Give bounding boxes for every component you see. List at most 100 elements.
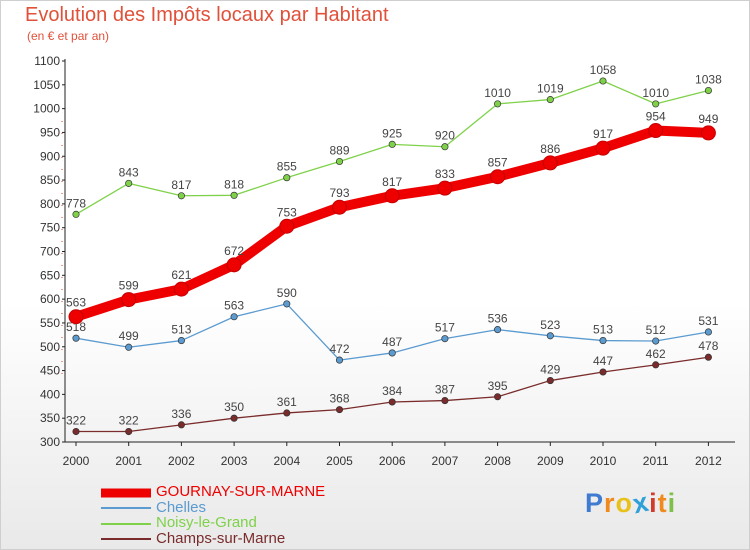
legend-label: Champs-sur-Marne bbox=[156, 529, 286, 547]
data-point bbox=[283, 409, 291, 417]
data-point bbox=[72, 334, 80, 342]
data-label: 1058 bbox=[590, 63, 617, 77]
legend-label: GOURNAY-SUR-MARNE bbox=[156, 483, 326, 500]
data-point bbox=[121, 292, 137, 308]
data-point bbox=[652, 100, 660, 108]
y-tick-label: 700 bbox=[40, 245, 60, 259]
data-point bbox=[700, 125, 716, 141]
y-tick-label: 550 bbox=[40, 316, 60, 330]
data-label: 487 bbox=[382, 335, 402, 349]
data-label: 843 bbox=[119, 165, 139, 179]
y-tick-label: 800 bbox=[40, 197, 60, 211]
data-point bbox=[388, 349, 396, 357]
data-label: 1010 bbox=[642, 86, 669, 100]
logo-letter: t bbox=[657, 488, 668, 518]
data-label: 499 bbox=[119, 329, 139, 343]
chart-title: Evolution des Impôts locaux par Habitant bbox=[25, 4, 389, 26]
chart-subtitle: (en € et par an) bbox=[27, 29, 110, 43]
data-label: 322 bbox=[66, 414, 86, 428]
series-chelles: 518 499 513 563 590 472 487 517 536 523 513 512 531 bbox=[66, 286, 719, 364]
data-label: 531 bbox=[698, 314, 718, 328]
x-tick-label: 2007 bbox=[432, 454, 459, 468]
data-point bbox=[542, 155, 558, 171]
data-label: 778 bbox=[66, 196, 86, 210]
data-point bbox=[441, 143, 449, 151]
y-tick-label: 500 bbox=[40, 340, 60, 354]
data-point bbox=[177, 337, 185, 345]
data-label: 833 bbox=[435, 167, 455, 181]
data-label: 621 bbox=[171, 268, 191, 282]
data-label: 513 bbox=[593, 323, 613, 337]
data-point bbox=[68, 309, 84, 325]
data-label: 350 bbox=[224, 400, 244, 414]
x-tick-label: 2009 bbox=[537, 454, 564, 468]
data-label: 590 bbox=[277, 286, 297, 300]
data-label: 1019 bbox=[537, 82, 564, 96]
logo-letter: o bbox=[615, 488, 634, 518]
data-point bbox=[335, 406, 344, 414]
data-point bbox=[546, 96, 554, 104]
y-tick-label: 400 bbox=[40, 387, 60, 401]
data-label: 949 bbox=[698, 112, 718, 126]
data-label: 518 bbox=[66, 320, 86, 334]
series-gournay-sur-marne: 563 599 621 672 753 793 817 833 857 886 917 954 949 bbox=[66, 110, 719, 325]
data-point bbox=[72, 210, 80, 218]
y-tick-label: 1000 bbox=[33, 102, 60, 116]
logo-letter: r bbox=[604, 488, 616, 518]
data-point bbox=[283, 174, 291, 182]
x-tick-label: 2003 bbox=[221, 454, 248, 468]
data-label: 817 bbox=[171, 178, 191, 192]
data-label: 462 bbox=[646, 347, 666, 361]
legend-swatch bbox=[101, 538, 151, 541]
data-point bbox=[384, 188, 400, 204]
x-tick-label: 2008 bbox=[484, 454, 511, 468]
data-label: 478 bbox=[698, 339, 718, 353]
y-tick-label: 950 bbox=[40, 125, 60, 139]
x-tick-label: 2002 bbox=[168, 454, 195, 468]
data-point bbox=[177, 192, 185, 200]
logo-letter: i bbox=[649, 488, 658, 518]
y-tick-label: 300 bbox=[40, 435, 60, 449]
data-point bbox=[283, 300, 291, 308]
data-point bbox=[177, 421, 185, 429]
legend-label: Chelles bbox=[156, 498, 207, 516]
data-point bbox=[230, 414, 238, 422]
data-point bbox=[704, 353, 712, 361]
data-point bbox=[226, 257, 242, 273]
series-noisy-le-grand: 778 843 817 818 855 889 925 920 1010 1019 1058 1010… bbox=[66, 63, 722, 218]
data-label: 925 bbox=[382, 126, 402, 140]
data-point bbox=[494, 393, 502, 401]
legend-swatch bbox=[101, 522, 151, 525]
data-point bbox=[546, 377, 554, 385]
data-point bbox=[652, 337, 660, 345]
data-label: 429 bbox=[540, 363, 560, 377]
data-label: 517 bbox=[435, 321, 455, 335]
data-label: 818 bbox=[224, 177, 244, 191]
data-label: 447 bbox=[593, 354, 613, 368]
data-label: 368 bbox=[329, 392, 349, 406]
y-tick-label: 1050 bbox=[33, 78, 60, 92]
data-point bbox=[494, 326, 502, 334]
data-label: 322 bbox=[119, 414, 139, 428]
data-label: 1010 bbox=[484, 86, 511, 100]
data-label: 336 bbox=[171, 407, 191, 421]
series-champs-sur-marne: 322 322 336 350 361 368 384 387 395 429 447 462 478 bbox=[66, 339, 719, 436]
y-tick-label: 750 bbox=[40, 221, 60, 235]
legend-swatch bbox=[101, 507, 151, 510]
x-tick-label: 2011 bbox=[643, 454, 669, 468]
data-label: 513 bbox=[171, 323, 191, 337]
data-point bbox=[279, 218, 295, 234]
x-tick-label: 2000 bbox=[63, 454, 90, 468]
data-label: 387 bbox=[435, 383, 455, 397]
data-point bbox=[441, 397, 449, 405]
data-label: 753 bbox=[277, 205, 297, 219]
data-label: 563 bbox=[66, 296, 86, 310]
logo-letter: P bbox=[585, 488, 605, 518]
data-label: 536 bbox=[488, 312, 508, 326]
data-point bbox=[388, 140, 396, 148]
data-label: 361 bbox=[277, 395, 297, 409]
data-label: 886 bbox=[540, 142, 560, 156]
x-tick-label: 2001 bbox=[115, 454, 142, 468]
data-point bbox=[125, 343, 133, 351]
data-point bbox=[335, 157, 344, 166]
